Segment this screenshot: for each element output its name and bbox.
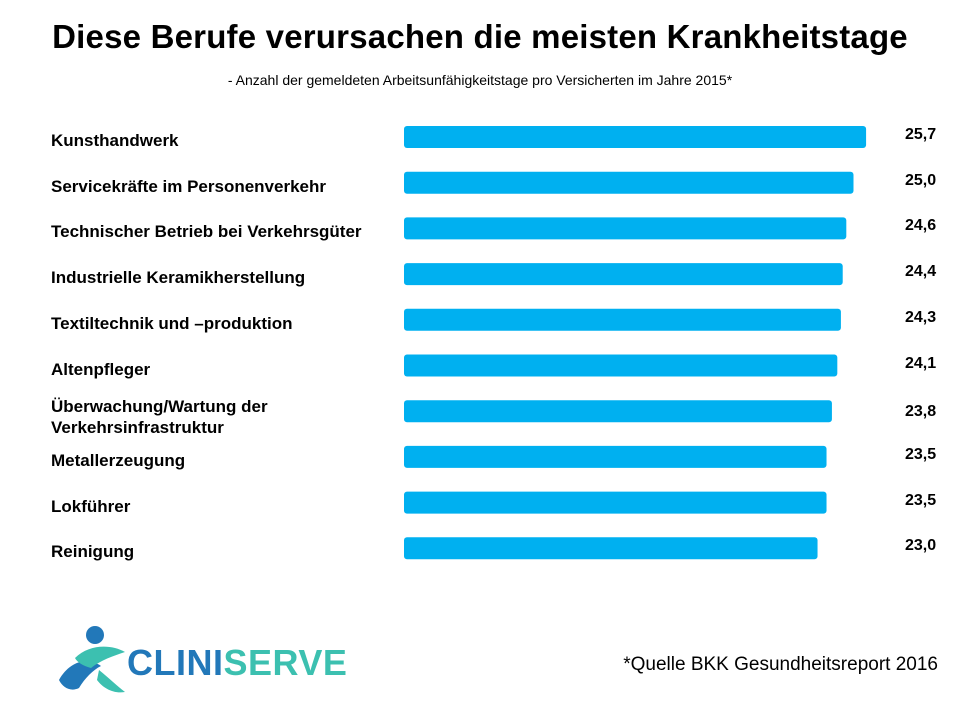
value-label: 25,0: [905, 171, 937, 189]
category-label: Textiltechnik und –produktion: [51, 313, 293, 333]
value-label: 24,4: [905, 263, 937, 281]
bar-7: [404, 445, 827, 468]
cliniserve-logo: CLINISERVE: [55, 622, 347, 698]
category-label: Industrielle Keramikherstellung: [51, 268, 306, 288]
bar-0: [404, 126, 867, 148]
value-label: 24,3: [905, 308, 937, 326]
value-label: 23,0: [905, 537, 937, 555]
category-label: Altenpfleger: [51, 359, 151, 379]
category-label: Technischer Betrieb bei Verkehrsgüter: [51, 222, 362, 242]
category-label: Servicekräfte im Personenverkehr: [51, 176, 326, 196]
value-label: 23,5: [905, 491, 937, 509]
value-label: 23,5: [905, 445, 937, 463]
category-label: Metallerzeugung: [51, 450, 186, 470]
bar-4: [404, 308, 841, 331]
bar-9: [404, 537, 818, 560]
value-label: 23,8: [905, 403, 937, 421]
bar-5: [404, 354, 838, 377]
bar-1: [404, 171, 854, 194]
chart-title: Diese Berufe verursachen die meisten Kra…: [52, 18, 908, 55]
bar-6: [404, 400, 832, 423]
value-label: 25,7: [905, 126, 937, 143]
value-label: 24,6: [905, 217, 937, 235]
category-label: Lokführer: [51, 496, 131, 516]
source-note: *Quelle BKK Gesundheitsreport 2016: [623, 654, 938, 675]
bar-3: [404, 263, 843, 286]
chart-subtitle: - Anzahl der gemeldeten Arbeitsunfähigke…: [227, 72, 733, 88]
logo-wordmark-part2: SERVE: [223, 642, 348, 683]
logo-figure-icon: [59, 626, 125, 693]
category-label: Reinigung: [51, 542, 135, 562]
category-label: Kunsthandwerk: [51, 131, 179, 150]
value-label: 24,1: [905, 354, 937, 372]
logo-wordmark: CLINISERVE: [127, 642, 347, 684]
bar-8: [404, 491, 827, 514]
bar-2: [404, 217, 847, 240]
logo-wordmark-part1: CLINI: [127, 642, 224, 683]
category-label: Überwachung/Wartung der Verkehrsinfrastr…: [51, 397, 268, 438]
